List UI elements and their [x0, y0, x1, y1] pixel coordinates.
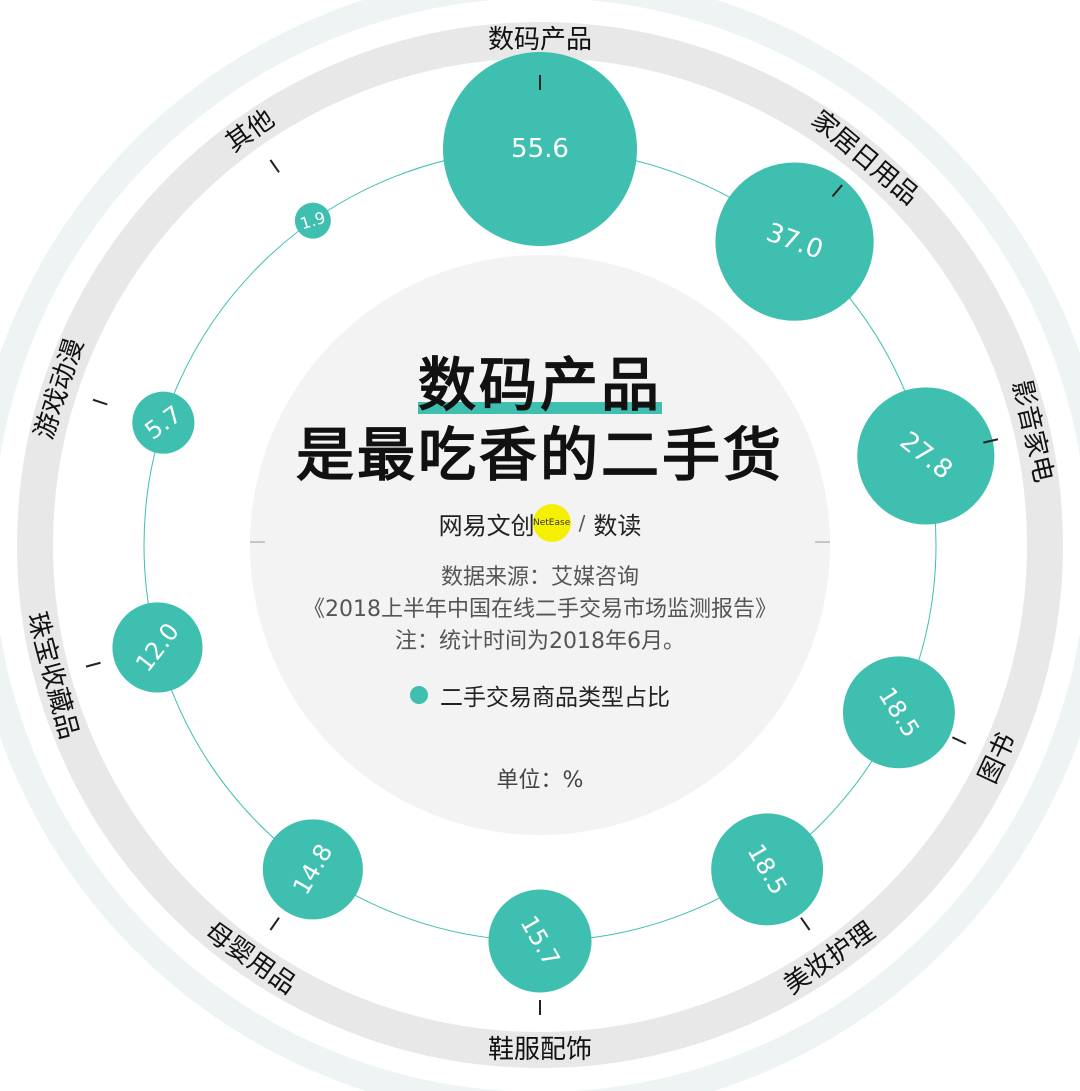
bubble-6 [262, 819, 363, 920]
title-line-1-wrap: 数码产品 [417, 350, 662, 420]
category-tick-7 [85, 661, 101, 668]
bubble-5 [488, 889, 592, 993]
category-label-5: 鞋服配饰 [488, 1035, 592, 1065]
brand-separator: / [578, 511, 586, 535]
bubble-1 [715, 162, 874, 321]
brand-row: 网易文创 NetEase / 数读 [250, 504, 830, 542]
netease-logo: NetEase [532, 504, 571, 542]
unit-label: 单位：% [496, 768, 584, 793]
category-label-8: 游戏动漫 [29, 335, 90, 443]
category-tick-6 [269, 917, 280, 931]
bubble-8 [132, 391, 195, 454]
brand-section: 数读 [593, 511, 642, 540]
legend-label: 二手交易商品类型占比 [440, 685, 670, 711]
category-tick-8 [92, 398, 108, 406]
title-line-1: 数码产品 [417, 351, 662, 419]
category-tick-4 [800, 917, 811, 931]
category-tick-2 [983, 438, 999, 444]
bubble-layer: 55.637.027.818.518.515.714.812.05.71.9 [112, 52, 995, 993]
bubble-0 [443, 52, 637, 246]
brand-name: 网易文创 [438, 511, 535, 540]
source-line-1: 数据来源：艾媒咨询 [440, 565, 639, 590]
bubble-2 [857, 387, 995, 525]
category-tick-1 [831, 184, 843, 198]
chart-title-block: 数码产品 是最吃香的二手货 网易文创 NetEase / 数读 [250, 350, 830, 542]
title-line-2: 是最吃香的二手货 [295, 421, 784, 489]
bubble-7 [112, 602, 203, 693]
bubble-3 [842, 656, 955, 769]
legend-swatch [410, 686, 428, 704]
category-tick-9 [269, 159, 280, 173]
source-note: 数据来源：艾媒咨询 《2018上半年中国在线二手交易市场监测报告》 注：统计时间… [250, 562, 830, 658]
legend: 二手交易商品类型占比 [250, 678, 830, 712]
category-label-0: 数码产品 [488, 25, 592, 55]
bubble-value-label-0: 55.6 [511, 134, 569, 164]
source-line-2: 《2018上半年中国在线二手交易市场监测报告》 [303, 597, 777, 622]
bubble-4 [711, 813, 824, 926]
chart-title: 数码产品 是最吃香的二手货 [250, 350, 830, 490]
category-label-7: 珠宝收藏品 [21, 609, 84, 742]
bubble-9 [294, 202, 331, 239]
category-tick-3 [951, 736, 967, 745]
source-line-3: 注：统计时间为2018年6月。 [395, 629, 685, 654]
title-highlight-bar [417, 402, 662, 414]
